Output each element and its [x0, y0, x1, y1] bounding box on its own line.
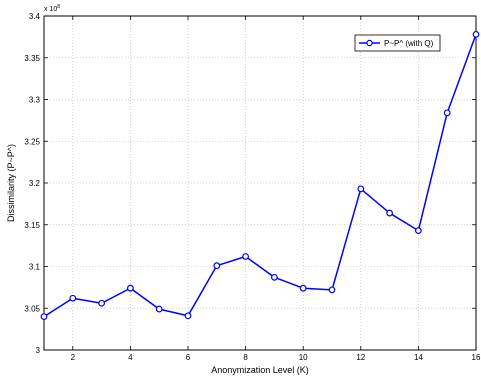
x-tick-label: 12	[356, 353, 365, 362]
y-tick-labels: 3 3.05 3.1 3.15 3.2 3.25 3.3 3.35 3.4	[24, 12, 40, 355]
data-point	[328, 286, 336, 294]
y-multiplier-base: x 10	[44, 6, 57, 13]
data-point	[271, 273, 278, 281]
data-point	[213, 262, 221, 270]
data-point	[472, 30, 480, 38]
data-point	[126, 284, 134, 292]
data-point	[40, 313, 48, 321]
legend: P~P^ (with Q)	[354, 34, 441, 52]
grid-lines	[44, 16, 476, 350]
y-tick-label: 3.05	[24, 304, 40, 313]
series-line	[43, 34, 477, 318]
x-tick-label: 4	[128, 353, 133, 362]
x-tick-labels: 2 4 6 8 10 12 14 16	[71, 353, 481, 362]
x-tick-label: 16	[472, 353, 481, 362]
data-point	[415, 227, 422, 234]
legend-box	[354, 34, 441, 52]
data-point	[386, 209, 394, 217]
data-point	[155, 305, 163, 313]
y-tick-label: 3.3	[29, 96, 41, 105]
legend-label: P~P^ (with Q)	[384, 39, 434, 48]
data-point	[184, 312, 192, 320]
data-point	[443, 109, 451, 117]
x-tick-label: 10	[299, 353, 308, 362]
x-axis-label: Anonymization Level (K)	[211, 365, 309, 375]
y-tick-label: 3.35	[24, 54, 40, 63]
axis-ticks	[44, 15, 477, 351]
data-point	[69, 294, 77, 302]
y-multiplier-exponent: 8	[57, 4, 60, 10]
y-multiplier-label: x 108	[44, 4, 60, 13]
legend-marker-sample	[366, 39, 373, 47]
y-tick-label: 3.4	[29, 12, 41, 21]
data-point	[299, 284, 307, 292]
y-tick-label: 3.1	[29, 263, 41, 272]
data-point	[98, 299, 105, 307]
y-tick-label: 3.15	[24, 221, 40, 230]
x-tick-label: 14	[414, 353, 423, 362]
x-tick-label: 2	[71, 353, 76, 362]
x-tick-label: 6	[186, 353, 191, 362]
data-point	[357, 185, 365, 193]
series-layer	[40, 30, 480, 321]
x-tick-label: 8	[243, 353, 248, 362]
y-axis-label: Dissimilarity (P~P^)	[6, 144, 16, 222]
y-tick-label: 3.25	[24, 137, 40, 146]
y-tick-label: 3	[36, 346, 41, 355]
data-point	[242, 253, 250, 260]
y-tick-label: 3.2	[29, 179, 41, 188]
